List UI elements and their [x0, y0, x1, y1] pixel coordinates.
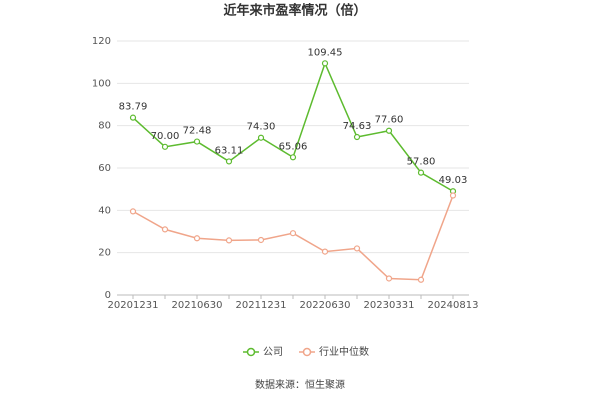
point [161, 143, 169, 150]
x-tick-label: 20240813 [428, 300, 479, 311]
point [353, 133, 361, 141]
y-tick-label: 40 [98, 205, 111, 216]
source: 数据来源：恒生聚源 [255, 378, 345, 391]
x-tick-label: 20201231 [108, 300, 159, 311]
x-tick-label: 20230331 [364, 300, 415, 311]
y-tick-label: 80 [98, 121, 111, 132]
x-tick-label: 20220630 [300, 300, 351, 311]
data-label: 49.03 [439, 175, 468, 186]
point [289, 154, 297, 161]
legend-marker [302, 347, 312, 357]
point [225, 158, 233, 165]
point [161, 226, 169, 233]
legend-label: 公司 [263, 347, 283, 358]
y-tick-label: 60 [98, 163, 111, 174]
point [257, 236, 265, 244]
legend-label: 行业中位数 [319, 345, 369, 358]
point [225, 237, 233, 244]
legend-marker [246, 347, 256, 357]
data-label: 83.79 [119, 102, 148, 113]
y-tick-label: 100 [92, 78, 111, 89]
point [353, 245, 361, 252]
series-line [132, 61, 454, 192]
point [449, 192, 457, 199]
point [193, 138, 201, 145]
x-tick-label: 20211231 [236, 300, 287, 311]
y-tick-label: 20 [98, 248, 111, 259]
y-tick-label: 120 [92, 36, 111, 47]
point [289, 230, 297, 237]
data-label: 65.06 [279, 141, 308, 152]
point [385, 275, 393, 282]
point [257, 134, 265, 141]
data-label: 63.11 [215, 145, 244, 156]
point [129, 208, 137, 215]
x-tick-label: 20210630 [172, 300, 223, 311]
chart-title: 近年来市盈率情况（倍） [223, 3, 366, 19]
point [193, 235, 201, 242]
data-label: 72.48 [183, 126, 212, 137]
data-label: 70.00 [151, 131, 180, 142]
data-label: 109.45 [308, 47, 343, 58]
data-label: 74.63 [343, 121, 372, 132]
data-label: 77.60 [375, 115, 404, 126]
point [417, 276, 425, 283]
point [385, 127, 393, 134]
point [321, 248, 329, 255]
point [129, 114, 137, 121]
data-label: 57.80 [407, 157, 436, 168]
series-line [132, 195, 454, 281]
y-tick-label: 0 [105, 290, 111, 301]
data-label: 74.30 [247, 122, 276, 133]
point [321, 60, 329, 67]
point [417, 169, 425, 176]
